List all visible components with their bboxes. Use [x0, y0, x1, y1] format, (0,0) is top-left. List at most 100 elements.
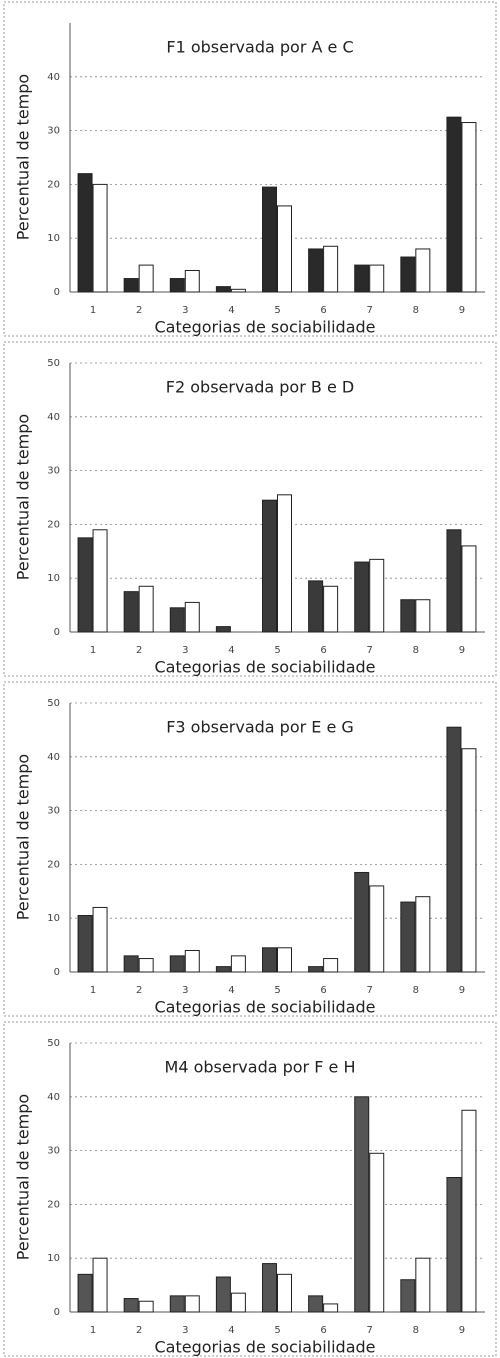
bar — [262, 1263, 277, 1313]
bar — [369, 264, 385, 293]
bar — [354, 871, 370, 973]
y-tick-label: 40 — [47, 412, 60, 423]
y-tick-label: 30 — [47, 1146, 60, 1157]
x-axis-label: Categorias de sociabilidade — [155, 1338, 376, 1357]
bar — [123, 955, 139, 973]
y-tick-label: 40 — [47, 72, 60, 83]
panel-border — [3, 681, 497, 1017]
x-tick-label: 2 — [136, 645, 142, 656]
x-tick-label: 5 — [274, 305, 280, 316]
bar — [138, 585, 154, 633]
bar — [184, 1295, 200, 1313]
bar — [92, 529, 108, 633]
bar — [369, 558, 385, 633]
x-tick-label: 1 — [90, 305, 96, 316]
bar — [92, 183, 108, 293]
bar — [230, 1292, 246, 1313]
bar — [354, 1096, 370, 1313]
x-tick-label: 8 — [413, 1325, 419, 1336]
bar — [446, 529, 462, 633]
bar — [461, 748, 477, 973]
y-axis-label: Percentual de tempo — [14, 754, 33, 920]
bar — [277, 1273, 292, 1313]
bar — [138, 264, 154, 293]
x-tick-label: 3 — [182, 645, 188, 656]
bar — [277, 494, 292, 633]
x-tick-label: 4 — [228, 305, 234, 316]
bar — [446, 1177, 462, 1313]
bar — [92, 906, 108, 973]
y-tick-label: 20 — [47, 179, 60, 190]
x-tick-label: 1 — [90, 1325, 96, 1336]
bar — [169, 955, 185, 973]
y-tick-label: 0 — [54, 1307, 60, 1318]
chart-title: F2 observada por B e D — [166, 378, 354, 397]
bar — [77, 1273, 93, 1313]
bar — [415, 599, 431, 633]
panel-border — [3, 1, 497, 337]
x-tick-label: 3 — [182, 985, 188, 996]
bar — [262, 947, 277, 973]
bar — [415, 248, 431, 293]
x-tick-label: 4 — [228, 1325, 234, 1336]
bar — [323, 1303, 339, 1313]
x-axis-label: Categorias de sociabilidade — [155, 998, 376, 1017]
bar — [308, 1295, 324, 1313]
bar — [215, 626, 231, 633]
bar — [354, 561, 370, 633]
bar — [215, 1276, 231, 1313]
bar — [354, 264, 370, 293]
chart-title: F1 observada por A e C — [166, 38, 353, 57]
x-axis-label: Categorias de sociabilidade — [155, 658, 376, 677]
bar — [277, 205, 292, 293]
bar — [323, 245, 339, 293]
bar — [77, 915, 93, 973]
x-tick-label: 1 — [90, 645, 96, 656]
bar — [123, 591, 139, 633]
x-tick-label: 2 — [136, 1325, 142, 1336]
y-tick-label: 20 — [47, 859, 60, 870]
bar — [92, 1257, 108, 1313]
y-axis-label: Percentual de tempo — [14, 414, 33, 580]
bar — [446, 726, 462, 973]
x-tick-label: 8 — [413, 645, 419, 656]
bar — [184, 949, 200, 973]
y-tick-label: 10 — [47, 1253, 60, 1264]
y-tick-label: 10 — [47, 913, 60, 924]
x-tick-label: 9 — [459, 1325, 465, 1336]
x-tick-label: 7 — [367, 985, 373, 996]
bar — [461, 1109, 477, 1313]
bar — [230, 955, 246, 973]
bar — [123, 278, 139, 293]
bar — [461, 545, 477, 633]
bar — [184, 269, 200, 293]
bar — [369, 1152, 385, 1313]
y-tick-label: 50 — [47, 1038, 60, 1049]
bar — [215, 286, 231, 293]
x-tick-label: 1 — [90, 985, 96, 996]
x-tick-label: 5 — [274, 1325, 280, 1336]
bar — [308, 248, 324, 293]
y-tick-label: 10 — [47, 233, 60, 244]
x-tick-label: 9 — [459, 985, 465, 996]
y-axis-label: Percentual de tempo — [14, 1094, 33, 1260]
x-tick-label: 5 — [274, 985, 280, 996]
bar — [415, 896, 431, 973]
bar — [169, 607, 185, 633]
bar — [400, 256, 416, 293]
x-tick-label: 6 — [320, 305, 326, 316]
bar — [415, 1257, 431, 1313]
bar — [400, 599, 416, 633]
chart-title: M4 observada por F e H — [165, 1058, 356, 1077]
x-tick-label: 7 — [367, 1325, 373, 1336]
bar — [400, 1279, 416, 1313]
bar — [277, 947, 292, 973]
bar — [138, 958, 154, 973]
bar — [77, 537, 93, 633]
y-tick-label: 40 — [47, 752, 60, 763]
x-tick-label: 5 — [274, 645, 280, 656]
x-axis-label: Categorias de sociabilidade — [155, 318, 376, 337]
x-tick-label: 6 — [320, 645, 326, 656]
bar — [184, 601, 200, 633]
x-tick-label: 3 — [182, 305, 188, 316]
